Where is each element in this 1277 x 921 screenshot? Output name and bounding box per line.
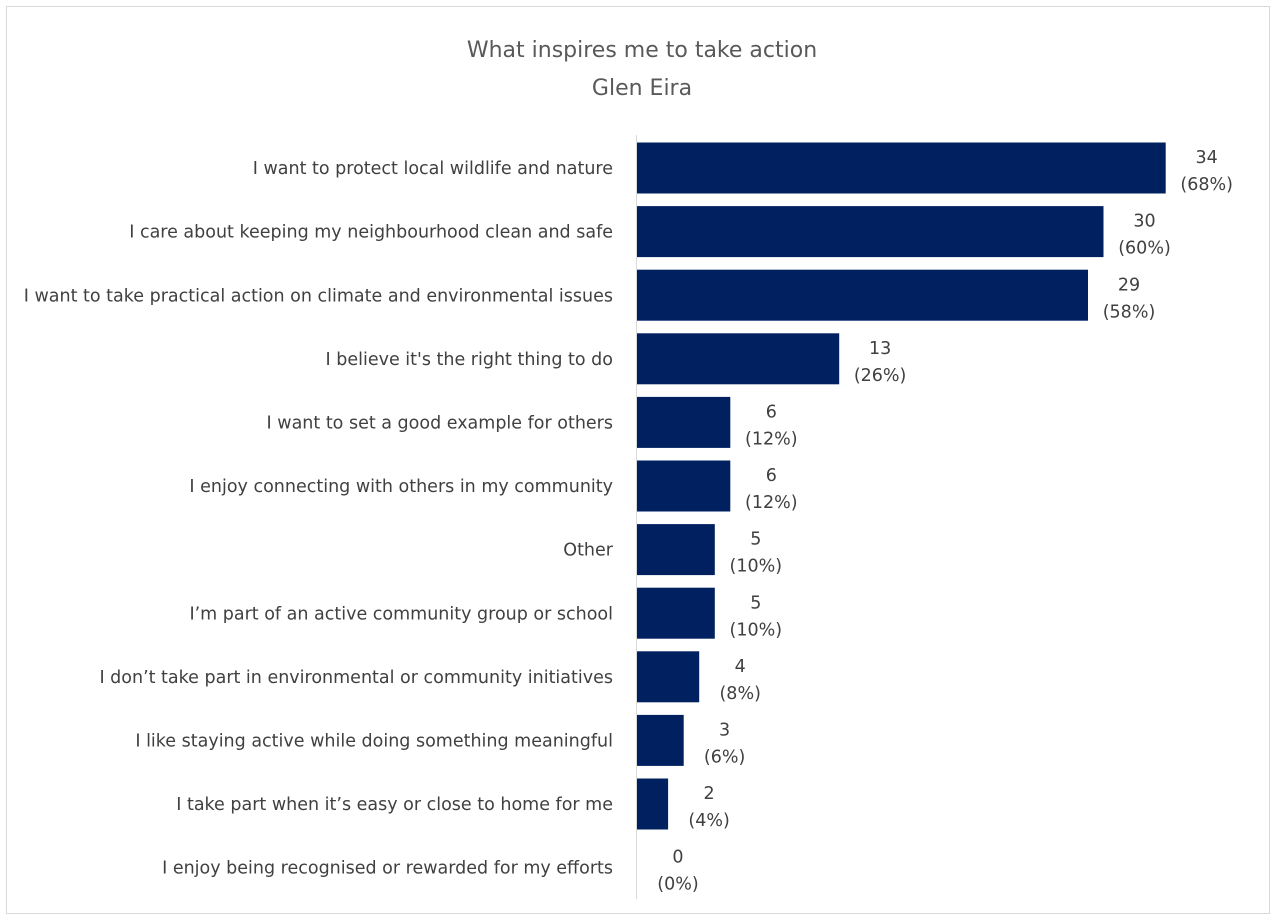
- category-label: I want to protect local wildlife and nat…: [253, 159, 613, 179]
- bar: [637, 269, 1088, 321]
- bar: [637, 206, 1104, 258]
- category-label: Other: [563, 541, 613, 561]
- data-label-percent: (12%): [745, 493, 798, 513]
- category-label: I want to take practical action on clima…: [24, 286, 613, 306]
- data-label-value: 6: [766, 403, 777, 423]
- category-label: I believe it's the right thing to do: [326, 350, 613, 370]
- category-label: I don’t take part in environmental or co…: [99, 668, 613, 688]
- bar: [637, 142, 1166, 194]
- bar: [637, 460, 731, 512]
- bar: [637, 333, 840, 385]
- bar-chart: What inspires me to take action Glen Eir…: [24, 38, 1233, 899]
- data-label-percent: (58%): [1103, 302, 1156, 322]
- category-label: I like staying active while doing someth…: [135, 732, 613, 752]
- category-label: I enjoy being recognised or rewarded for…: [162, 859, 613, 879]
- data-label-percent: (4%): [688, 811, 729, 831]
- chart-subtitle: Glen Eira: [592, 76, 692, 101]
- data-label-percent: (10%): [730, 620, 783, 640]
- data-label-percent: (10%): [730, 557, 783, 577]
- data-label-value: 4: [735, 657, 746, 677]
- data-label-value: 34: [1196, 148, 1218, 168]
- data-label-percent: (0%): [657, 875, 698, 895]
- data-label-value: 2: [704, 784, 715, 804]
- data-label-value: 6: [766, 466, 777, 486]
- data-label-percent: (6%): [704, 748, 745, 768]
- data-labels: 34(68%)30(60%)29(58%)13(26%)6(12%)6(12%)…: [657, 148, 1233, 895]
- bar: [637, 714, 684, 766]
- data-label-value: 30: [1133, 212, 1155, 232]
- bar: [637, 651, 700, 703]
- category-label: I want to set a good example for others: [267, 414, 613, 434]
- category-label: I enjoy connecting with others in my com…: [189, 477, 613, 497]
- data-label-percent: (60%): [1118, 239, 1171, 259]
- data-label-value: 5: [750, 593, 761, 613]
- bar: [637, 396, 731, 448]
- category-label: I take part when it’s easy or close to h…: [176, 795, 613, 815]
- category-label: I care about keeping my neighbourhood cl…: [129, 223, 613, 243]
- category-label: I’m part of an active community group or…: [189, 604, 613, 624]
- data-label-value: 3: [719, 721, 730, 741]
- data-label-percent: (8%): [719, 684, 760, 704]
- chart-frame: What inspires me to take action Glen Eir…: [6, 6, 1270, 914]
- chart-title: What inspires me to take action: [467, 38, 817, 63]
- bar: [637, 524, 715, 576]
- data-label-value: 0: [672, 848, 683, 868]
- data-label-value: 13: [869, 339, 891, 359]
- bar: [637, 587, 715, 639]
- data-label-percent: (26%): [854, 366, 907, 386]
- bar: [637, 778, 669, 830]
- data-label-percent: (68%): [1180, 175, 1233, 195]
- data-label-percent: (12%): [745, 430, 798, 450]
- data-label-value: 5: [750, 530, 761, 550]
- category-labels: I want to protect local wildlife and nat…: [24, 159, 614, 879]
- data-label-value: 29: [1118, 275, 1140, 295]
- bars: [637, 142, 1166, 830]
